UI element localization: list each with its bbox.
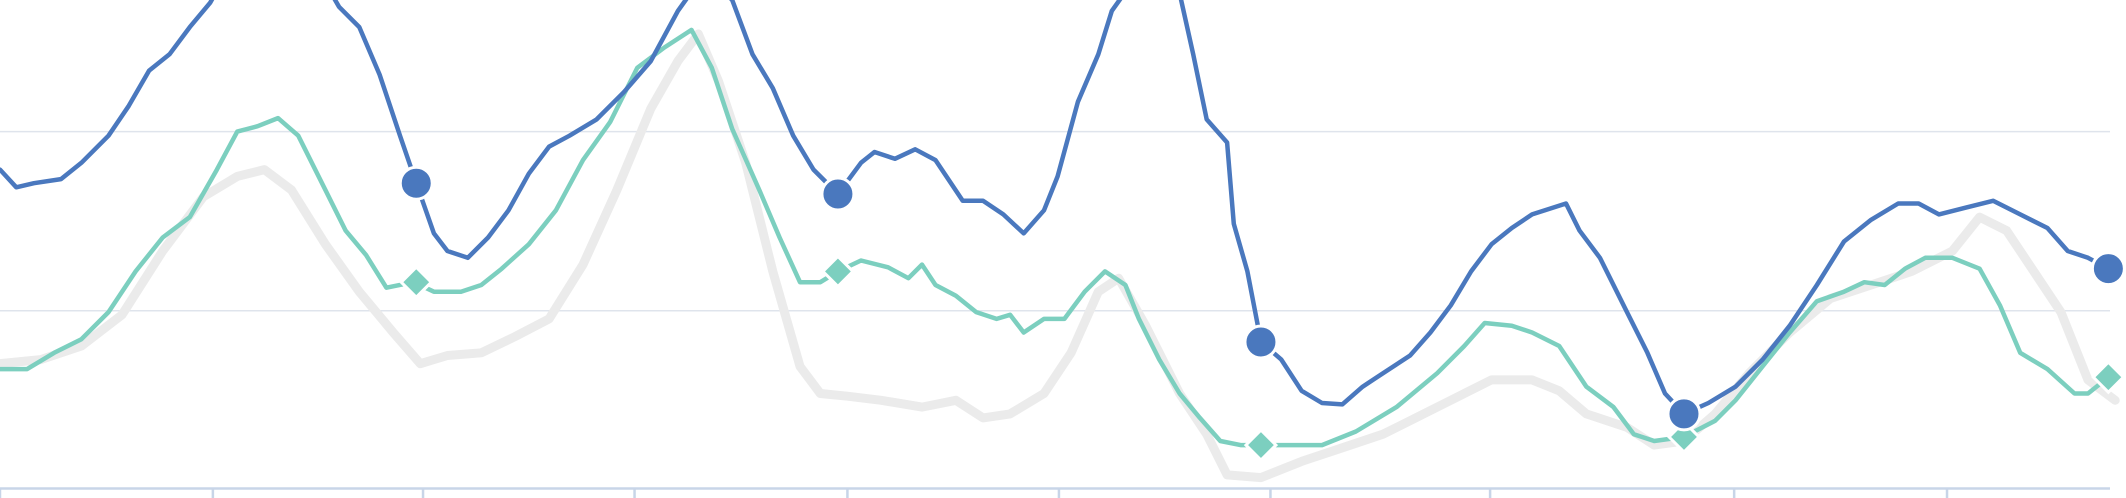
point-marker bbox=[2090, 251, 2126, 287]
series-line bbox=[0, 27, 2111, 448]
point-marker bbox=[1666, 396, 1702, 432]
plot-area bbox=[0, 0, 2126, 483]
point-marker bbox=[398, 165, 434, 201]
series-line bbox=[0, 29, 2120, 483]
point-marker bbox=[1243, 427, 1279, 463]
point-marker bbox=[820, 254, 856, 289]
point-marker bbox=[2091, 360, 2126, 395]
point-marker bbox=[1243, 324, 1279, 360]
series-line bbox=[0, 0, 2111, 417]
point-marker bbox=[820, 176, 856, 212]
point-marker bbox=[399, 265, 434, 300]
